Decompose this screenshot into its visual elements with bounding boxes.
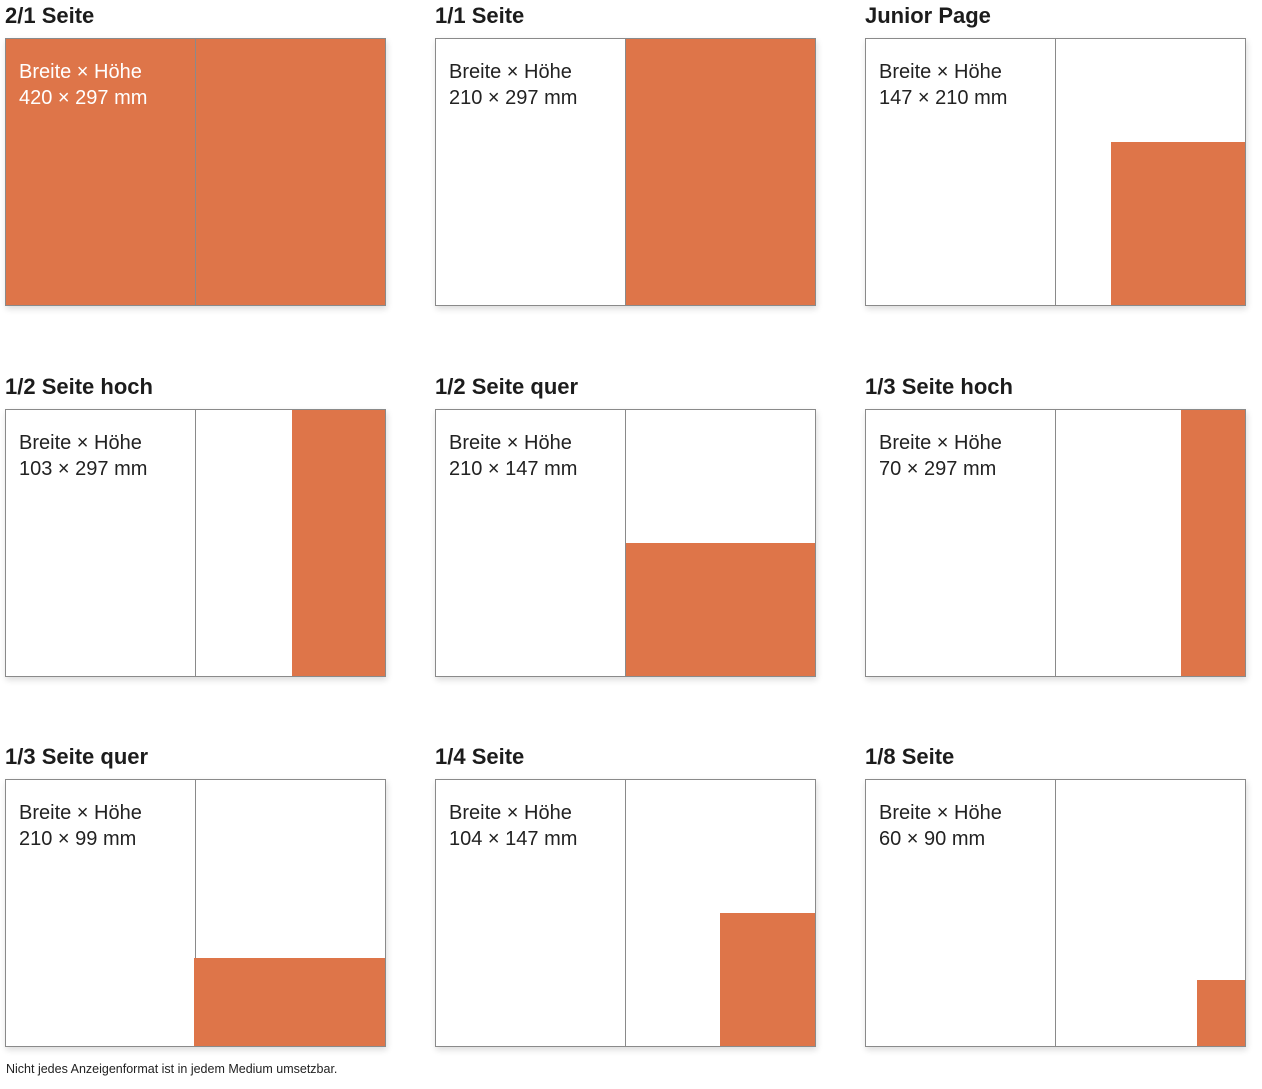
dimension-label: Breite × Höhe xyxy=(449,802,572,824)
dimension-value: 70 × 297 mm xyxy=(879,458,997,480)
format-title: 1/4 Seite xyxy=(435,744,525,769)
page-fold xyxy=(195,39,196,305)
page-fold xyxy=(195,410,196,676)
ad-area xyxy=(1197,980,1245,1046)
dimension-label: Breite × Höhe xyxy=(449,61,572,83)
format-dimensions: Breite × Höhe 147 × 210 mm xyxy=(879,59,1007,111)
dimension-value: 147 × 210 mm xyxy=(879,87,1008,109)
format-dimensions: Breite × Höhe 103 × 297 mm xyxy=(19,430,147,482)
format-title: 1/3 Seite quer xyxy=(5,744,149,769)
ad-area xyxy=(194,958,385,1046)
page-fold xyxy=(1055,780,1056,1046)
format-title: 1/8 Seite xyxy=(865,744,955,769)
format-title: 1/2 Seite hoch xyxy=(5,374,153,399)
dimension-value: 210 × 147 mm xyxy=(449,458,578,480)
spread-preview: Breite × Höhe 104 × 147 mm xyxy=(435,779,816,1047)
page-fold xyxy=(195,780,196,958)
format-junior-page: Junior Page Breite × Höhe 147 × 210 mm xyxy=(865,0,1246,306)
format-title: 1/1 Seite xyxy=(435,3,525,28)
dimension-label: Breite × Höhe xyxy=(879,61,1002,83)
page-fold xyxy=(625,410,626,676)
format-title: 1/3 Seite hoch xyxy=(865,374,1013,399)
footnote: Nicht jedes Anzeigenformat ist in jedem … xyxy=(6,1062,338,1076)
dimension-value: 210 × 297 mm xyxy=(449,87,578,109)
format-1-3-seite-quer: 1/3 Seite quer Breite × Höhe 210 × 99 mm xyxy=(5,741,386,1047)
dimension-label: Breite × Höhe xyxy=(19,61,142,83)
format-1-3-seite-hoch: 1/3 Seite hoch Breite × Höhe 70 × 297 mm xyxy=(865,371,1246,677)
dimension-value: 420 × 297 mm xyxy=(19,87,148,109)
spread-preview: Breite × Höhe 420 × 297 mm xyxy=(5,38,386,306)
format-title: Junior Page xyxy=(865,3,991,28)
format-dimensions: Breite × Höhe 210 × 99 mm xyxy=(19,800,142,852)
spread-preview: Breite × Höhe 70 × 297 mm xyxy=(865,409,1246,677)
format-dimensions: Breite × Höhe 420 × 297 mm xyxy=(19,59,147,111)
format-dimensions: Breite × Höhe 210 × 147 mm xyxy=(449,430,577,482)
dimension-label: Breite × Höhe xyxy=(879,432,1002,454)
ad-area xyxy=(626,543,815,676)
ad-area xyxy=(626,39,815,305)
page-fold xyxy=(1055,410,1056,676)
dimension-value: 103 × 297 mm xyxy=(19,458,148,480)
format-dimensions: Breite × Höhe 104 × 147 mm xyxy=(449,800,577,852)
spread-preview: Breite × Höhe 103 × 297 mm xyxy=(5,409,386,677)
dimension-label: Breite × Höhe xyxy=(449,432,572,454)
dimension-label: Breite × Höhe xyxy=(19,802,142,824)
ad-area xyxy=(1111,142,1245,305)
dimension-label: Breite × Höhe xyxy=(19,432,142,454)
format-title: 1/2 Seite quer xyxy=(435,374,579,399)
format-2-1-seite: 2/1 Seite Breite × Höhe 420 × 297 mm xyxy=(5,0,386,306)
dimension-value: 210 × 99 mm xyxy=(19,828,137,850)
spread-preview: Breite × Höhe 60 × 90 mm xyxy=(865,779,1246,1047)
dimension-value: 60 × 90 mm xyxy=(879,828,986,850)
format-dimensions: Breite × Höhe 60 × 90 mm xyxy=(879,800,1002,852)
spread-preview: Breite × Höhe 147 × 210 mm xyxy=(865,38,1246,306)
page-fold xyxy=(1055,39,1056,305)
spread-preview: Breite × Höhe 210 × 297 mm xyxy=(435,38,816,306)
dimension-label: Breite × Höhe xyxy=(879,802,1002,824)
ad-area xyxy=(1181,410,1245,676)
format-dimensions: Breite × Höhe 210 × 297 mm xyxy=(449,59,577,111)
ad-area xyxy=(720,913,815,1046)
spread-preview: Breite × Höhe 210 × 99 mm xyxy=(5,779,386,1047)
format-1-2-seite-quer: 1/2 Seite quer Breite × Höhe 210 × 147 m… xyxy=(435,371,816,677)
format-1-4-seite: 1/4 Seite Breite × Höhe 104 × 147 mm xyxy=(435,741,816,1047)
dimension-value: 104 × 147 mm xyxy=(449,828,578,850)
format-dimensions: Breite × Höhe 70 × 297 mm xyxy=(879,430,1002,482)
page-fold xyxy=(625,780,626,1046)
ad-area xyxy=(292,410,385,676)
format-1-2-seite-hoch: 1/2 Seite hoch Breite × Höhe 103 × 297 m… xyxy=(5,371,386,677)
format-1-8-seite: 1/8 Seite Breite × Höhe 60 × 90 mm xyxy=(865,741,1246,1047)
format-1-1-seite: 1/1 Seite Breite × Höhe 210 × 297 mm xyxy=(435,0,816,306)
spread-preview: Breite × Höhe 210 × 147 mm xyxy=(435,409,816,677)
format-title: 2/1 Seite xyxy=(5,3,95,28)
page-fold xyxy=(625,39,626,305)
